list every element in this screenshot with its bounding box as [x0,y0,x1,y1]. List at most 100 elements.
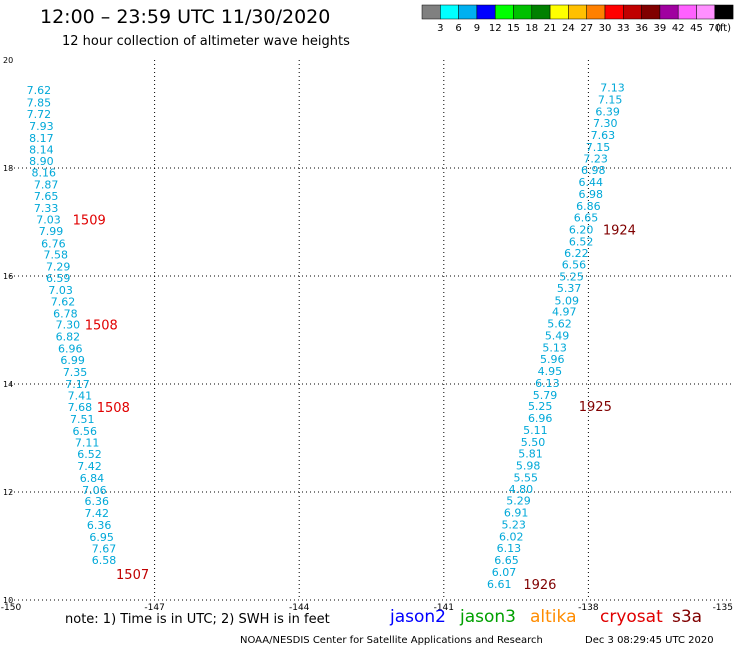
wave-height-point-right: 5.11 [523,424,548,437]
wave-height-point-right: 5.81 [518,448,543,461]
wave-height-point-right: 7.15 [586,141,611,154]
wave-height-point-right: 5.49 [545,329,570,342]
time-label: 1509 [73,213,106,228]
wave-height-point-left: 6.99 [60,354,85,367]
wave-height-point-left: 6.58 [92,554,117,567]
wave-height-point-right: 6.86 [576,200,601,213]
time-label: 1926 [523,578,556,593]
wave-height-point-right: 6.56 [562,259,587,272]
wave-height-point-left: 7.17 [65,378,90,391]
wave-height-point-right: 6.22 [564,247,589,260]
wave-height-point-right: 5.96 [540,353,565,366]
wave-height-point-left: 7.06 [82,484,107,497]
wave-height-point-right: 6.39 [595,105,620,118]
wave-height-point-right: 6.91 [504,507,529,520]
x-tick-label: -138 [578,603,599,612]
time-label: 1924 [603,224,636,239]
wave-height-point-right: 6.20 [569,224,594,237]
footnote: note: 1) Time is in UTC; 2) SWH is in fe… [65,612,330,627]
legend-tick-label: 36 [635,23,648,34]
wave-height-point-right: 5.25 [528,400,553,413]
page-title: 12:00 – 23:59 UTC 11/30/2020 [40,6,331,28]
color-scale-legend: 3 6 9 12 15 18 21 24 27 30 33 36 39 42 45 70(ft) [421,4,734,34]
legend-tick-label: 45 [690,23,703,34]
wave-height-point-right: 4.80 [509,483,534,496]
wave-height-point-left: 7.11 [75,436,100,449]
wave-height-point-left: 6.36 [87,519,112,532]
wave-height-point-right: 4.95 [538,365,563,378]
time-label: 1507 [116,568,149,583]
wave-height-point-right: 5.25 [559,271,584,284]
legend-tick-label: 18 [525,23,538,34]
wave-height-point-right: 6.65 [494,554,519,567]
wave-height-point-right: 5.50 [521,436,546,449]
wave-height-point-right: 6.98 [579,188,604,201]
wave-height-point-left: 7.85 [27,97,52,110]
wave-height-point-left: 8.90 [29,155,54,168]
wave-height-point-right: 4.97 [552,306,577,319]
wave-height-point-right: 6.07 [492,566,517,579]
legend-tick-label: 6 [455,23,461,34]
wave-height-point-right: 6.13 [497,542,522,555]
wave-height-point-left: 7.03 [36,213,61,226]
time-label: 1508 [97,401,130,416]
satellite-label-cryosat: cryosat [600,607,663,627]
x-tick-label: -144 [289,603,310,612]
wave-height-point-right: 5.13 [542,341,567,354]
y-tick-label: 12 [3,488,13,497]
wave-height-point-left: 7.67 [92,543,117,556]
legend-tick-label: 42 [672,23,685,34]
wave-height-point-left: 7.35 [63,366,88,379]
wave-height-point-left: 7.58 [44,248,69,261]
wave-height-point-right: 5.09 [554,294,579,307]
wave-height-point-left: 7.29 [46,260,71,273]
wave-height-point-left: 7.41 [68,389,93,402]
satellite-label-jason3: jason3 [460,607,516,627]
legend-tick-label: 70 [708,23,721,34]
legend-tick-label: 39 [654,23,667,34]
wave-height-point-left: 7.93 [29,120,54,133]
wave-height-point-left: 7.99 [39,225,64,238]
page-subtitle: 12 hour collection of altimeter wave hei… [62,34,350,49]
wave-height-point-left: 7.30 [56,319,81,332]
y-tick-label: 16 [3,272,13,281]
legend-tick-label: 27 [580,23,593,34]
wave-height-point-left: 7.62 [27,84,52,97]
wave-height-point-right: 6.13 [535,377,560,390]
wave-height-point-right: 6.02 [499,530,524,543]
wave-height-point-left: 6.95 [89,531,114,544]
wave-height-point-right: 6.98 [581,164,606,177]
y-tick-label: 20 [3,56,13,65]
wave-height-point-right: 5.98 [516,460,541,473]
wave-height-point-right: 6.61 [487,578,512,591]
wave-height-point-left: 8.16 [31,166,56,179]
wave-height-point-left: 6.82 [56,330,81,343]
wave-height-point-right: 7.13 [600,82,625,95]
legend-swatch [714,4,734,20]
legend-tick-label: 33 [617,23,630,34]
wave-height-point-right: 7.23 [583,152,608,165]
wave-height-point-left: 6.56 [72,425,97,438]
wave-height-point-right: 5.23 [501,518,526,531]
wave-height-point-left: 6.96 [58,342,83,355]
legend-tick-label: 21 [544,23,557,34]
wave-height-point-right: 5.55 [513,471,538,484]
generated-timestamp: Dec 3 08:29:45 UTC 2020 [585,635,714,646]
wave-height-point-left: 7.42 [77,460,102,473]
wave-height-point-left: 6.78 [53,307,78,320]
wave-height-point-right: 7.63 [591,129,616,142]
wave-height-point-left: 7.87 [34,179,59,192]
wave-height-point-left: 8.14 [29,144,54,157]
legend-tick-label: 12 [489,23,502,34]
wave-height-point-left: 7.65 [34,190,59,203]
legend-tick-label: 3 [437,23,443,34]
wave-height-point-right: 7.15 [598,93,623,106]
wave-height-point-left: 6.36 [85,495,110,508]
x-tick-label: -150 [1,603,22,612]
legend-tick-label: 9 [474,23,480,34]
y-tick-label: 14 [3,380,13,389]
wave-height-point-left: 7.33 [34,202,59,215]
wave-height-point-left: 7.68 [68,401,93,414]
wave-height-point-right: 5.29 [506,495,531,508]
wave-height-point-left: 6.76 [41,238,66,251]
